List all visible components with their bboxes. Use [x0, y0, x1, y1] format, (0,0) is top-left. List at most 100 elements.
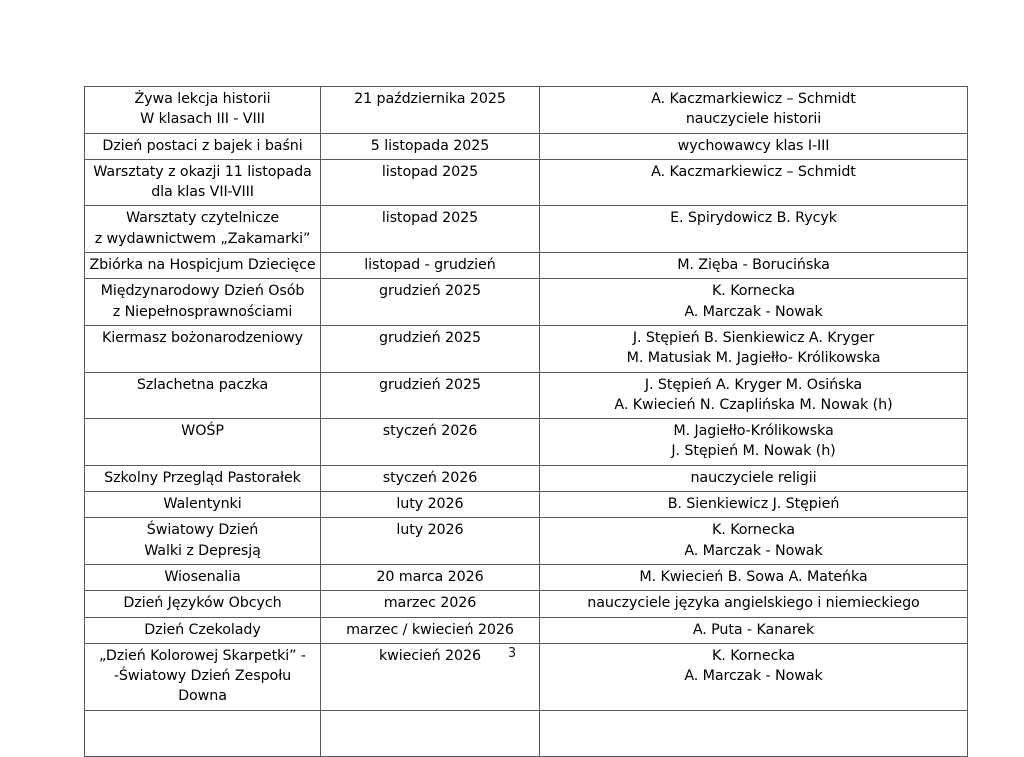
event-name-cell-line: Szlachetna paczka: [136, 376, 269, 393]
event-name-cell-line: Szkolny Przegląd Pastorałek: [104, 469, 301, 486]
event-name-cell-line: Światowy Dzień: [146, 522, 259, 539]
event-date-cell-line: listopad 2025: [381, 210, 479, 227]
responsible-persons-cell-line: A. Marczak - Nowak: [684, 303, 823, 320]
responsible-persons-cell-line: A. Marczak - Nowak: [684, 668, 823, 685]
responsible-persons-cell-line: K. Kornecka: [712, 522, 795, 539]
responsible-persons-cell: J. Stępień B. Sienkiewicz A. Kryger M. Ma…: [539, 324, 968, 373]
event-name-cell-line: dla klas VII-VIII: [151, 184, 254, 201]
event-name-cell-line: z Niepełnosprawnościami: [112, 303, 293, 320]
event-date-cell: listopad 2025: [320, 205, 540, 254]
table-body: Żywa lekcja historii W klasach III - VIII…: [84, 86, 968, 757]
event-date-cell: 20 marca 2026: [320, 563, 540, 592]
responsible-persons-cell: wychowawcy klas I-III: [539, 132, 968, 160]
event-date-cell: 5 listopada 2025: [320, 132, 540, 160]
event-date-cell-line: styczeń 2026: [382, 423, 478, 440]
event-name-cell-line: Kiermasz bożonarodzeniowy: [102, 329, 303, 346]
event-date-cell: grudzień 2025: [320, 324, 540, 373]
responsible-persons-cell-line: M. Matusiak M. Jagiełło- Królikowska: [626, 350, 881, 367]
responsible-persons-cell: A. Kaczmarkiewicz – Schmidt nauczyciele h…: [539, 86, 968, 134]
event-name-cell: Wiosenalia: [84, 563, 321, 592]
event-name-cell: Kiermasz bożonarodzeniowy: [84, 324, 321, 373]
responsible-persons-cell-line: A. Marczak - Nowak: [684, 542, 823, 559]
responsible-persons-cell-line: E. Spirydowicz B. Rycyk: [670, 210, 837, 227]
event-name-cell-line: Żywa lekcja historii: [134, 91, 271, 107]
table-row: Dzień Języków Obcych marzec 2026 nauczycie…: [84, 590, 968, 618]
event-date-cell: listopad - grudzień: [320, 252, 540, 280]
page-number: 3: [507, 646, 517, 661]
responsible-persons-cell-line: nauczyciele języka angielskiego i niemie…: [587, 595, 920, 612]
event-name-cell-line: Zbiórka na Hospicjum Dziecięce: [89, 257, 316, 274]
event-date-cell-line: luty 2026: [396, 522, 464, 539]
responsible-persons-cell-line: A. Kaczmarkiewicz – Schmidt: [651, 91, 856, 107]
responsible-persons-cell-line: A. Kwiecień N. Czaplińska M. Nowak (h): [614, 396, 893, 413]
event-name-cell-line: Warsztaty czytelnicze: [125, 210, 280, 227]
event-date-cell: 21 października 2025: [320, 86, 540, 134]
event-date-cell-line: marzec 2026: [383, 595, 477, 612]
table-row: Żywa lekcja historii W klasach III - VIII…: [84, 86, 968, 134]
table-row: Dzień postaci z bajek i baśni 5 listopada…: [84, 132, 968, 160]
event-name-cell-line: Dzień Czekolady: [144, 621, 261, 638]
table-row: [84, 709, 968, 757]
responsible-persons-cell-line: M. Zięba - Borucińska: [677, 257, 830, 274]
event-name-cell-line: -Światowy Dzień Zespołu Downa: [113, 668, 292, 705]
responsible-persons-cell-line: M. Kwiecień B. Sowa A. Mateńka: [639, 568, 868, 585]
event-date-cell: kwiecień 2026: [320, 642, 540, 711]
event-date-cell: grudzień 2025: [320, 371, 540, 420]
responsible-persons-cell: B. Sienkiewicz J. Stępień: [539, 491, 968, 519]
responsible-persons-cell: A. Kaczmarkiewicz – Schmidt: [539, 158, 968, 207]
document-page: Żywa lekcja historii W klasach III - VIII…: [84, 86, 968, 757]
table-row: Walentynki luty 2026 B. Sienkiewicz J. Stę…: [84, 491, 968, 519]
event-date-cell: grudzień 2025: [320, 278, 540, 326]
responsible-persons-cell: A. Puta - Kanarek: [539, 616, 968, 644]
event-name-cell-line: W klasach III - VIII: [140, 111, 265, 128]
event-name-cell: [84, 709, 321, 757]
event-name-cell: Światowy Dzień Walki z Depresją: [84, 517, 321, 565]
event-name-cell: Szlachetna paczka: [84, 371, 321, 420]
responsible-persons-cell: K. Kornecka A. Marczak - Nowak: [539, 517, 968, 565]
event-name-cell-line: z wydawnictwem „Zakamarki”: [94, 230, 311, 247]
responsible-persons-cell-line: K. Kornecka: [712, 647, 795, 664]
responsible-persons-cell: [539, 709, 968, 757]
event-name-cell-line: Wiosenalia: [164, 568, 241, 585]
event-name-cell-line: Dzień postaci z bajek i baśni: [102, 137, 303, 154]
event-name-cell: Szkolny Przegląd Pastorałek: [84, 464, 321, 493]
event-date-cell-line: marzec / kwiecień 2026: [346, 621, 514, 638]
event-date-cell-line: 20 marca 2026: [376, 568, 484, 585]
event-date-cell-line: listopad - grudzień: [364, 257, 496, 274]
event-name-cell: Dzień postaci z bajek i baśni: [84, 132, 321, 160]
responsible-persons-cell-line: J. Stępień A. Kryger M. Osińska: [644, 376, 863, 393]
responsible-persons-cell-line: K. Kornecka: [712, 283, 795, 300]
event-name-cell: Warsztaty z okazji 11 listopada dla klas …: [84, 158, 321, 207]
event-name-cell-line: Międzynarodowy Dzień Osób: [100, 283, 305, 300]
event-date-cell-line: styczeń 2026: [382, 469, 478, 486]
event-name-cell: Warsztaty czytelnicze z wydawnictwem „Zak…: [84, 205, 321, 254]
table-row: Międzynarodowy Dzień Osób z Niepełnospraw…: [84, 278, 968, 326]
event-date-cell-line: grudzień 2025: [378, 283, 482, 300]
event-date-cell: styczeń 2026: [320, 418, 540, 466]
responsible-persons-cell: M. Kwiecień B. Sowa A. Mateńka: [539, 563, 968, 592]
event-date-cell-line: grudzień 2025: [378, 329, 482, 346]
event-date-cell-line: listopad 2025: [381, 163, 479, 180]
responsible-persons-cell-line: wychowawcy klas I-III: [677, 137, 830, 154]
event-date-cell: marzec / kwiecień 2026: [320, 616, 540, 644]
table-row: Dzień Czekolady marzec / kwiecień 2026 A. …: [84, 616, 968, 644]
table-row: WOŚP styczeń 2026 M. Jagiełło-Królikowska J…: [84, 418, 968, 466]
responsible-persons-cell: K. Kornecka A. Marczak - Nowak: [539, 278, 968, 326]
responsible-persons-cell-line: A. Puta - Kanarek: [692, 621, 815, 638]
table-row: Kiermasz bożonarodzeniowy grudzień 2025 J.…: [84, 324, 968, 373]
table-row: Warsztaty z okazji 11 listopada dla klas …: [84, 158, 968, 207]
event-name-cell: Dzień Języków Obcych: [84, 590, 321, 618]
event-name-cell: „Dzień Kolorowej Skarpetki” - -Światowy D…: [84, 642, 321, 711]
responsible-persons-cell: M. Jagiełło-Królikowska J. Stępień M. Now…: [539, 418, 968, 466]
school-events-schedule-table: Żywa lekcja historii W klasach III - VIII…: [84, 86, 968, 757]
event-name-cell-line: Warsztaty z okazji 11 listopada: [93, 163, 312, 180]
event-date-cell: listopad 2025: [320, 158, 540, 207]
event-name-cell: Zbiórka na Hospicjum Dziecięce: [84, 252, 321, 280]
event-date-cell: marzec 2026: [320, 590, 540, 618]
event-name-cell: Żywa lekcja historii W klasach III - VIII: [84, 86, 321, 134]
event-date-cell: styczeń 2026: [320, 464, 540, 493]
event-name-cell-line: WOŚP: [181, 423, 224, 440]
responsible-persons-cell-line: nauczyciele historii: [685, 111, 822, 128]
event-name-cell-line: Dzień Języków Obcych: [123, 595, 282, 612]
table-row: Zbiórka na Hospicjum Dziecięce listopad -…: [84, 252, 968, 280]
